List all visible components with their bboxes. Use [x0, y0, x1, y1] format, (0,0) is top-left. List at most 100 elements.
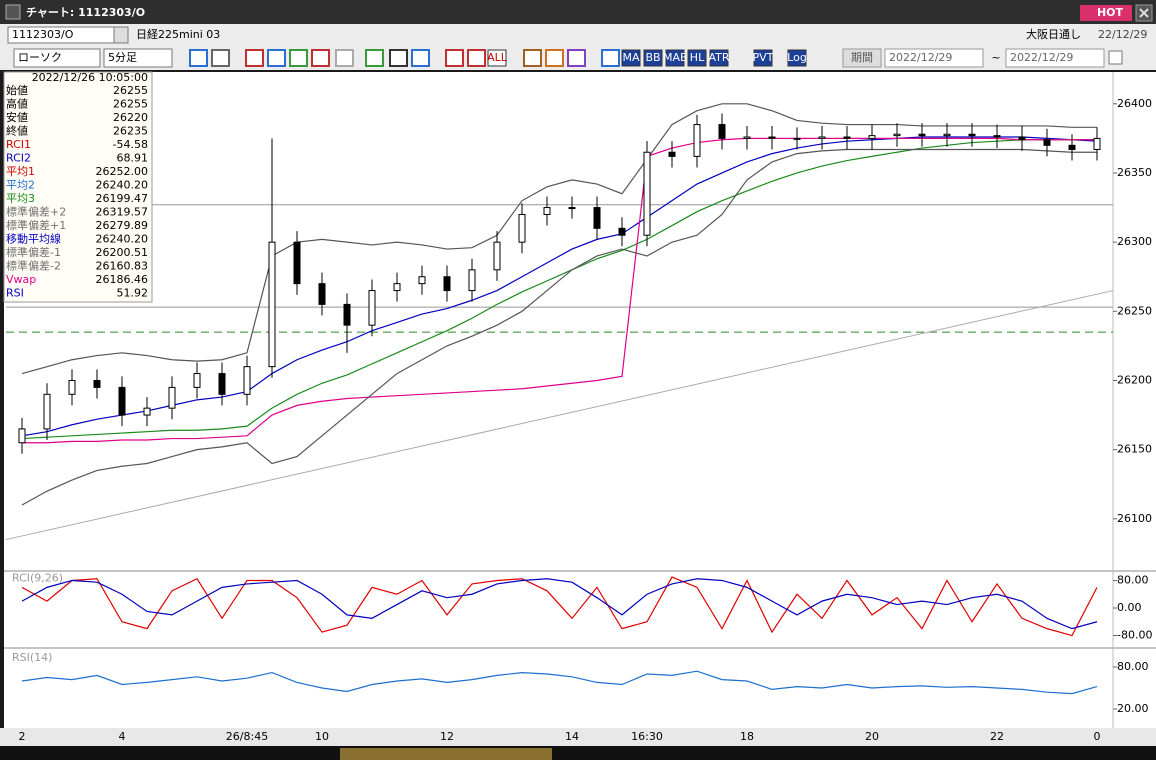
tool-button[interactable] — [487, 49, 507, 67]
indicator-line — [21, 136, 1098, 437]
x-tick-label: 20 — [865, 730, 879, 743]
candle-body — [368, 290, 376, 326]
tool-icon[interactable] — [411, 49, 430, 67]
indicator-line — [21, 148, 1097, 506]
tool-icon[interactable] — [365, 49, 384, 67]
title-bar — [0, 0, 1156, 24]
checkbox[interactable] — [1108, 50, 1123, 65]
y-tick-label: 80.00 — [1117, 660, 1149, 673]
from-date: 2022/12/29 — [889, 51, 952, 64]
tool-icon[interactable] — [545, 49, 564, 67]
chart-type: ローソク — [18, 51, 62, 64]
tool-icon[interactable] — [601, 49, 620, 67]
x-tick-label: 4 — [119, 730, 126, 743]
x-tick-label: 22 — [990, 730, 1004, 743]
tool-button[interactable] — [643, 49, 663, 67]
hot-button[interactable] — [1080, 5, 1132, 21]
candle-body — [718, 124, 726, 139]
tool-icon[interactable] — [289, 49, 308, 67]
indicator-line — [21, 103, 1097, 375]
candle-body — [343, 303, 351, 326]
y-tick-label: 26400 — [1117, 97, 1152, 110]
interval-select[interactable] — [103, 48, 173, 68]
hot-label: HOT — [1097, 6, 1124, 19]
info-value: 26200.51 — [96, 246, 149, 259]
info-label: 安値 — [6, 110, 28, 124]
candle-body — [268, 241, 276, 368]
candle-body — [693, 124, 701, 157]
candle-body — [243, 366, 251, 395]
candle-body — [418, 276, 426, 285]
tool-icon[interactable] — [467, 49, 486, 67]
tool-icon[interactable] — [245, 49, 264, 67]
candle-body — [843, 136, 851, 139]
tool-button-label: ATR — [708, 51, 729, 64]
candle-body — [1043, 139, 1051, 146]
trend-line — [5, 290, 1114, 541]
info-value: -54.58 — [113, 138, 148, 151]
info-label: 移動平均線 — [6, 232, 61, 246]
from-input[interactable] — [884, 48, 984, 68]
tool-button[interactable] — [787, 49, 807, 67]
tool-icon[interactable] — [211, 49, 230, 67]
info-value: 51.92 — [117, 287, 149, 300]
candle-body — [193, 373, 201, 388]
candle-body — [443, 276, 451, 292]
tool-icon[interactable] — [189, 49, 208, 67]
scroll-thumb[interactable] — [340, 748, 552, 760]
candle-body — [43, 393, 51, 430]
candle-body — [968, 133, 976, 137]
tool-icon[interactable] — [567, 49, 586, 67]
info-label: 標準偏差-2 — [6, 259, 61, 273]
tool-icon[interactable] — [267, 49, 286, 67]
candle-body — [93, 379, 101, 388]
tool-icon[interactable] — [445, 49, 464, 67]
candle-body — [318, 283, 326, 305]
candle-body — [468, 269, 476, 292]
x-tick-label: 18 — [740, 730, 754, 743]
x-tick-label: 0 — [1094, 730, 1101, 743]
tool-button-label: HL — [690, 51, 705, 64]
tool-icon[interactable] — [335, 49, 354, 67]
to-input[interactable] — [1005, 48, 1105, 68]
info-value: 26199.47 — [96, 192, 149, 205]
to-date: 2022/12/29 — [1010, 51, 1073, 64]
tool-button[interactable] — [665, 49, 685, 67]
tool-button[interactable] — [621, 49, 641, 67]
tool-button[interactable] — [687, 49, 707, 67]
indicator-line — [21, 139, 1097, 440]
candle-body — [618, 227, 626, 236]
info-label: RCI1 — [6, 138, 31, 151]
info-label: 標準偏差-1 — [6, 245, 61, 259]
app-icon — [5, 4, 21, 20]
tool-icon[interactable] — [523, 49, 542, 67]
tool-button[interactable] — [709, 49, 729, 67]
dropdown-arrow[interactable] — [113, 26, 129, 44]
info-value: 26319.57 — [96, 206, 149, 219]
date: 22/12/29 — [1098, 28, 1147, 41]
tool-button-label: MAE — [663, 51, 687, 64]
tool-button-label: BB — [645, 51, 660, 64]
tool-button[interactable] — [753, 49, 773, 67]
window-title: チャート: 1112303/O — [26, 6, 145, 19]
indicator-line — [21, 670, 1098, 695]
tool-button-label: MA — [622, 51, 639, 64]
period-button[interactable] — [842, 48, 882, 68]
candle-body — [918, 133, 926, 137]
x-tick-label: 16:30 — [631, 730, 663, 743]
tool-icon[interactable] — [311, 49, 330, 67]
x-tick-label: 2 — [19, 730, 26, 743]
info-value: 26252.00 — [96, 165, 149, 178]
y-tick-label: 26300 — [1117, 235, 1152, 248]
candle-body — [118, 386, 126, 416]
candle-body — [168, 386, 176, 409]
tool-button-label: ALL — [487, 51, 508, 64]
info-label: RCI2 — [6, 152, 31, 165]
y-tick-label: 20.00 — [1117, 702, 1149, 715]
candle-body — [493, 241, 501, 271]
chart-type-select[interactable] — [13, 48, 101, 68]
info-label: 平均2 — [6, 179, 35, 192]
y-tick-label: -80.00 — [1117, 629, 1152, 642]
candle-body — [1093, 137, 1101, 150]
tool-icon[interactable] — [389, 49, 408, 67]
